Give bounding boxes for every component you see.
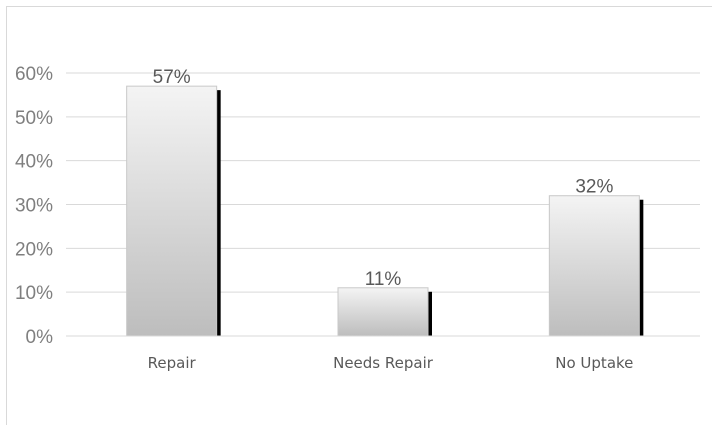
y-axis: 0% 10% 20% 30% 40% 50% 60%: [15, 64, 53, 348]
data-label: 57%: [153, 67, 191, 88]
y-tick-label: 20%: [15, 239, 53, 260]
x-tick-label: No Uptake: [555, 354, 633, 372]
bars: 57% 11% 32%: [126, 67, 644, 337]
bar-repair: [126, 85, 218, 337]
y-tick-label: 60%: [15, 64, 53, 85]
y-tick-label: 10%: [15, 283, 53, 304]
bar-no-uptake: [548, 195, 640, 337]
y-tick-label: 0%: [26, 327, 54, 348]
data-label: 32%: [575, 177, 613, 198]
bar-needs-repair: [337, 287, 429, 337]
y-tick-label: 40%: [15, 152, 53, 173]
y-tick-label: 30%: [15, 196, 53, 217]
x-tick-label: Needs Repair: [333, 354, 434, 372]
chart-frame: [6, 6, 712, 425]
data-label: 11%: [365, 269, 402, 290]
x-axis: Repair Needs Repair No Uptake: [66, 335, 700, 372]
y-tick-label: 50%: [15, 108, 53, 129]
x-tick-label: Repair: [148, 354, 197, 372]
